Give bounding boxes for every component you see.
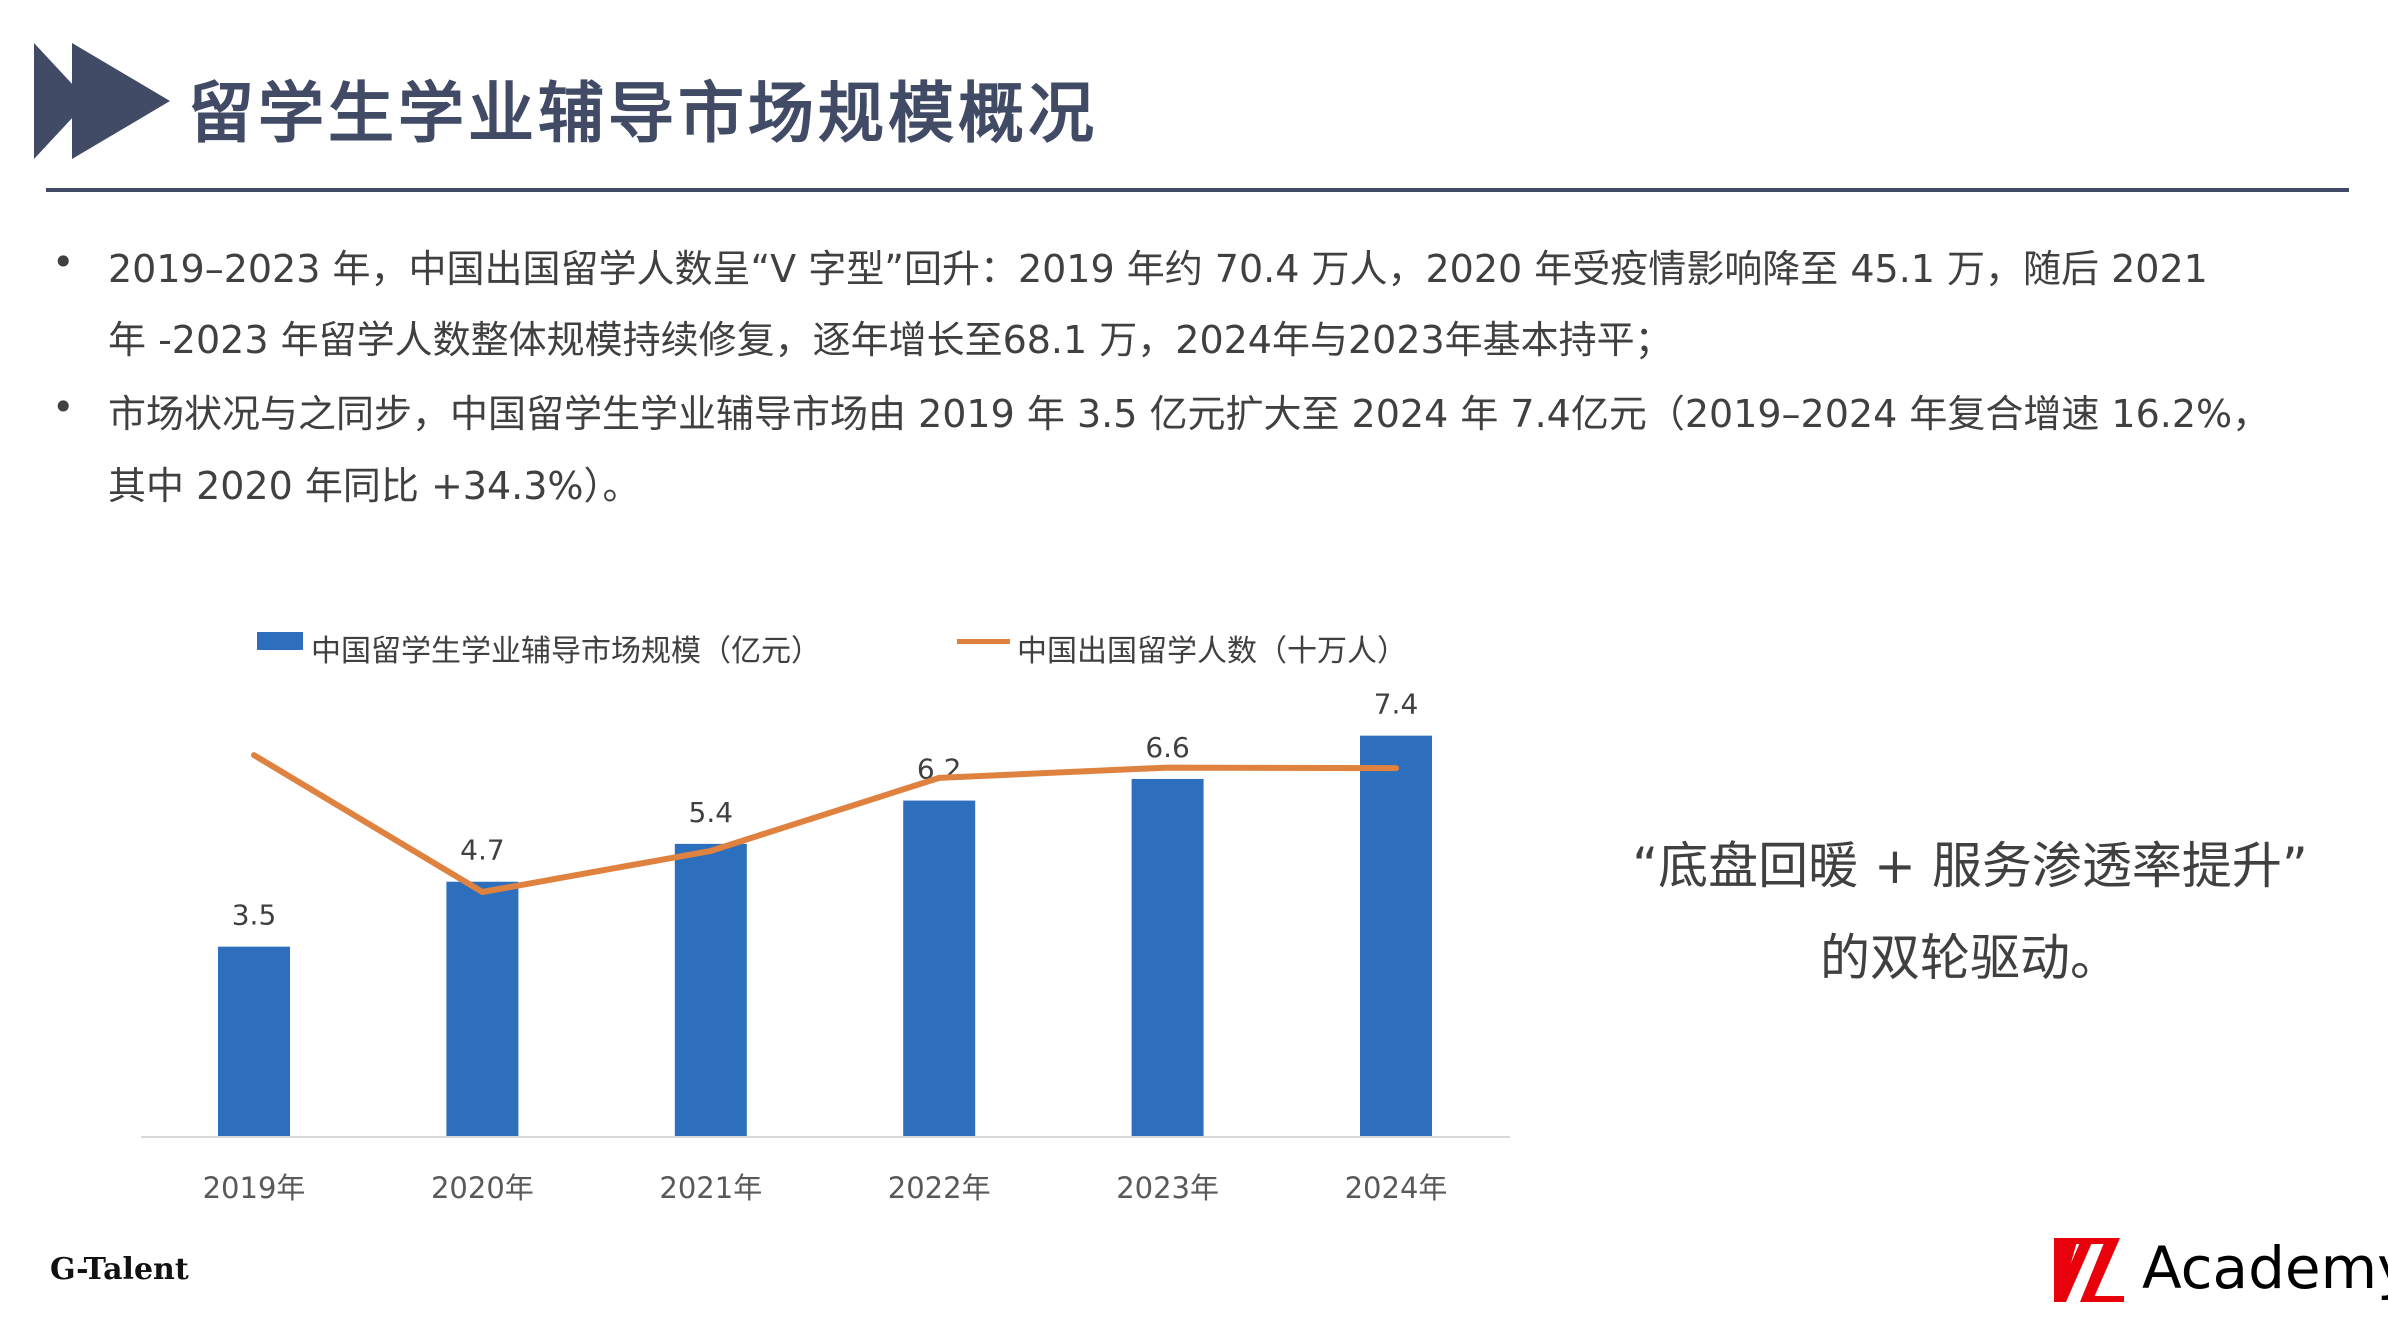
- quote-line-2: 的双轮驱动。: [1820, 929, 2120, 987]
- bullet-marker: •: [52, 385, 75, 429]
- bullet-1-line-2: 年 -2023 年留学人数整体规模持续修复，逐年增长至68.1 万，2024年与…: [108, 318, 1673, 362]
- header-arrow-icon: [34, 43, 170, 163]
- academy-logo-text: Academy: [2142, 1234, 2388, 1302]
- bullet-1-line-1: 2019–2023 年，中国出国留学人数呈“V 字型”回升：2019 年约 70…: [108, 247, 2208, 291]
- x-tick-label: 2021年: [659, 1171, 762, 1205]
- legend-bar-swatch: [257, 632, 303, 650]
- legend-line-swatch: [957, 639, 1010, 644]
- bar-data-label: 7.4: [1374, 688, 1419, 721]
- legend: 中国留学生学业辅导市场规模（亿元） 中国出国留学人数（十万人）: [257, 626, 1457, 669]
- bar-data-label: 3.5: [232, 899, 277, 932]
- x-tick-label: 2023年: [1116, 1171, 1219, 1205]
- bar-2021年: [674, 843, 747, 1136]
- page-title: 留学生学业辅导市场规模概况: [188, 75, 1098, 152]
- bar-2020年: [446, 881, 519, 1136]
- legend-line-label: 中国出国留学人数（十万人）: [1017, 634, 1407, 669]
- g-talent-logo: G-Talent: [50, 1252, 189, 1287]
- bar-2024年: [1360, 735, 1432, 1136]
- bar-data-label: 6.6: [1145, 731, 1190, 764]
- legend-bar-label: 中国留学生学业辅导市场规模（亿元）: [311, 634, 821, 669]
- z-logo-icon: [2054, 1238, 2124, 1306]
- bullet-2-line-2: 其中 2020 年同比 +34.3%）。: [108, 464, 641, 508]
- x-tick-label: 2019年: [203, 1171, 306, 1205]
- x-tick-label: 2020年: [431, 1171, 534, 1205]
- quote-line-1: “底盘回暖 + 服务渗透率提升”: [1632, 837, 2308, 895]
- x-tick-label: 2022年: [888, 1171, 991, 1205]
- bullet-2-line-1: 市场状况与之同步，中国留学生学业辅导市场由 2019 年 3.5 亿元扩大至 2…: [108, 392, 2271, 436]
- bar-2023年: [1131, 778, 1204, 1136]
- combo-chart: 3.52019年4.72020年5.42021年6.22022年6.62023年…: [141, 688, 1510, 1205]
- bar-data-label: 5.4: [689, 796, 734, 829]
- bullet-marker: •: [52, 240, 75, 284]
- bar-2019年: [218, 946, 290, 1136]
- highlight-quote: “底盘回暖 + 服务渗透率提升” 的双轮驱动。: [1560, 820, 2380, 1004]
- title-divider: [46, 188, 2349, 192]
- line-series-students: [251, 752, 1399, 896]
- bar-2022年: [903, 800, 976, 1136]
- x-tick-label: 2024年: [1345, 1171, 1448, 1205]
- bar-data-label: 4.7: [460, 834, 505, 867]
